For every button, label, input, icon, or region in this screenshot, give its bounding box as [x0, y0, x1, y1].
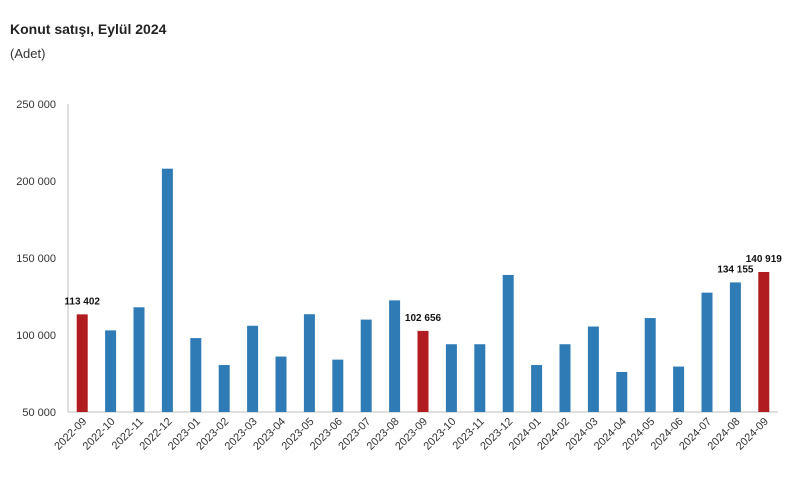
y-axis: 50 000 100 000 150 000 200 000 250 000: [16, 99, 778, 419]
bar-2023-07: [360, 319, 372, 412]
y-tick-label: 100 000: [16, 330, 56, 342]
bar-2023-05: [303, 314, 315, 412]
bar-2023-03: [247, 325, 259, 412]
bar-2022-11: [133, 307, 145, 412]
y-tick-label: 150 000: [16, 253, 56, 265]
bar-2023-11: [474, 344, 486, 412]
bar-2022-10: [105, 330, 117, 412]
bar-2023-06: [332, 359, 344, 412]
x-axis: 2022-092022-102022-112022-122023-012023-…: [52, 416, 771, 453]
bar-2024-03: [587, 326, 599, 412]
bar-2024-02: [559, 344, 571, 412]
bar-2023-09: [417, 330, 429, 412]
bar-2024-04: [616, 371, 628, 412]
bar-2024-07: [701, 292, 713, 412]
bar-2023-10: [445, 344, 457, 412]
bar-2023-08: [389, 300, 401, 412]
bar-2023-01: [190, 338, 202, 412]
bar-2024-01: [531, 365, 543, 412]
data-label: 140 919: [746, 254, 783, 265]
y-tick-label: 250 000: [16, 99, 56, 111]
bar-2024-06: [673, 366, 685, 412]
y-tick-label: 200 000: [16, 176, 56, 188]
bar-2022-09: [76, 314, 88, 412]
bar-2024-05: [644, 318, 656, 412]
bar-2024-09: [758, 271, 770, 412]
bars: [76, 168, 770, 412]
bar-2023-02: [218, 365, 230, 412]
data-label: 102 656: [405, 313, 442, 324]
bar-2024-08: [729, 282, 741, 412]
bar-2022-12: [161, 168, 173, 412]
chart-title: Konut satışı, Eylül 2024: [10, 21, 167, 37]
bar-2023-12: [502, 274, 514, 412]
data-label: 113 402: [64, 296, 100, 307]
y-tick-label: 50 000: [22, 407, 56, 419]
chart-subtitle: (Adet): [10, 46, 46, 61]
bar-2023-04: [275, 356, 287, 412]
data-label: 134 155: [717, 264, 754, 275]
